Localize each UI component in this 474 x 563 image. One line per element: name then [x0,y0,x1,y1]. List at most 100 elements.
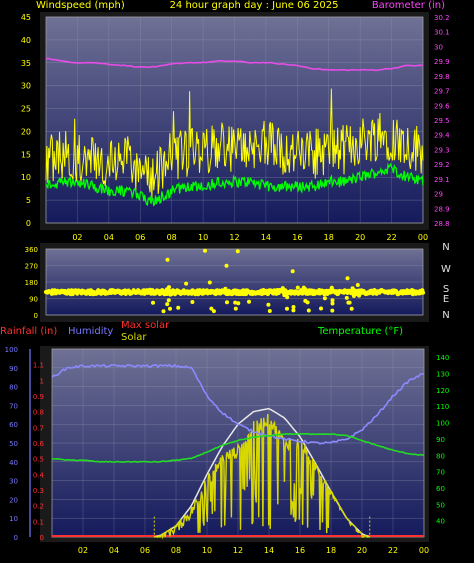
barometer-tick-label: 29.8 [434,73,450,81]
windspeed-line [45,88,424,199]
direction-point [350,286,355,291]
direction-point [176,305,181,310]
direction-point [203,248,207,253]
barometer-tick-label: 29.6 [434,102,450,110]
direction-point [329,289,334,294]
direction-point [355,283,360,287]
temperature-tick-label: 120 [436,387,449,395]
temperature-axis-title: Temperature (°F) [317,326,403,337]
barometer-tick-label: 29.9 [434,58,450,66]
temperature-tick-label: 70 [436,469,445,477]
wind-x-tick-label: 04 [104,233,114,242]
lower-x-tick-label: 06 [140,546,150,555]
temperature-tick-labels: 40 50 60 70 80 90 100 110 120 130 140 [436,354,449,525]
humidity-tick-label: 0 [14,534,18,542]
direction-point [173,291,178,295]
lower-x-tick-label: 08 [171,546,181,555]
rainfall-tick-label: 1.1 [33,362,44,370]
direction-grid [46,248,423,316]
direction-point [351,294,356,298]
temperature-tick-label: 80 [436,452,445,460]
humidity-tick-label: 10 [9,515,18,523]
direction-point [291,308,296,313]
rainfall-tick-label: 0.2 [33,503,44,511]
direction-point [225,300,229,305]
direction-point [330,301,335,306]
wind-x-tick-label: 10 [198,233,208,242]
rainfall-tick-label: 1 [40,377,44,385]
graph-title: 24 hour graph day : June 06 2025 [170,0,339,11]
barometer-tick-label: 29.7 [434,88,450,96]
direction-point [207,280,212,285]
direction-point [165,257,170,262]
lower-x-tick-label: 02 [78,546,88,555]
temperature-tick-label: 130 [436,371,449,379]
temperature-line [51,432,425,464]
lower-x-tick-label: 14 [264,546,274,555]
lower-x-tick-labels: 02 04 06 08 10 12 14 16 18 20 22 00 [78,546,429,555]
wind-gust-line [45,162,424,207]
windspeed-tick-label: 25 [21,105,31,114]
windspeed-tick-label: 15 [21,150,31,159]
direction-point [243,288,248,293]
direction-point [345,276,350,281]
direction-point [168,291,173,296]
direction-tick-label: 180 [25,279,38,287]
direction-point [330,298,335,303]
wind-x-tick-label: 06 [135,233,145,242]
direction-point [285,306,289,311]
rainfall-tick-label: 0.3 [33,487,44,495]
direction-points [43,248,426,314]
humidity-tick-label: 40 [9,459,18,467]
windspeed-axis-title: Windspeed (mph) [36,0,125,11]
windspeed-tick-label: 10 [21,173,31,182]
barometer-tick-label: 30.2 [434,14,450,22]
barometer-tick-label: 29.2 [434,161,450,169]
lower-x-tick-label: 12 [233,546,243,555]
lower-x-tick-label: 04 [109,546,119,555]
humidity-tick-label: 70 [9,402,18,410]
humidity-tick-labels: 0 10 20 30 40 50 60 70 80 90 100 [5,346,31,542]
compass-letter: N [442,310,449,321]
direction-point [296,291,301,296]
barometer-tick-label: 28.9 [434,205,450,213]
rainfall-tick-label: 0.1 [33,518,44,526]
windspeed-tick-label: 40 [21,36,31,45]
direction-point [211,309,216,314]
barometer-tick-label: 29.5 [434,117,450,125]
direction-point [236,301,241,306]
wind-x-tick-label: 22 [386,233,396,242]
humidity-tick-label: 20 [9,496,18,504]
direction-point [233,300,238,305]
humidity-tick-label: 100 [5,346,18,354]
wind-x-tick-label: 02 [72,233,82,242]
direction-point [235,249,240,254]
rainfall-tick-labels: 0 0.1 0.2 0.3 0.4 0.5 0.6 0.7 0.8 0.9 1 1.1 [33,362,45,542]
barometer-tick-label: 29.1 [434,176,450,184]
wind-x-tick-label: 20 [355,233,365,242]
direction-point [162,292,167,297]
temperature-tick-label: 110 [436,403,449,411]
wind-x-tick-label: 08 [167,233,177,242]
temperature-tick-label: 100 [436,420,449,428]
direction-tick-label: 90 [29,296,38,304]
rainfall-axis-title: Rainfall (in) [0,326,57,337]
wind-x-tick-label: 18 [324,233,334,242]
direction-point [166,298,171,303]
direction-point [168,306,172,311]
direction-point [305,300,310,305]
direction-tick-label: 270 [25,263,38,271]
humidity-axis-title: Humidity [68,326,113,337]
direction-point [290,269,295,274]
barometer-tick-label: 30.1 [434,29,450,37]
direction-point [247,299,251,304]
direction-point [151,290,156,295]
direction-point [165,302,170,307]
direction-point [344,295,349,300]
direction-point [280,286,285,291]
humidity-tick-label: 50 [9,440,18,448]
rainfall-tick-label: 0 [40,534,44,542]
windspeed-tick-label: 30 [21,82,31,91]
direction-point [165,289,170,293]
